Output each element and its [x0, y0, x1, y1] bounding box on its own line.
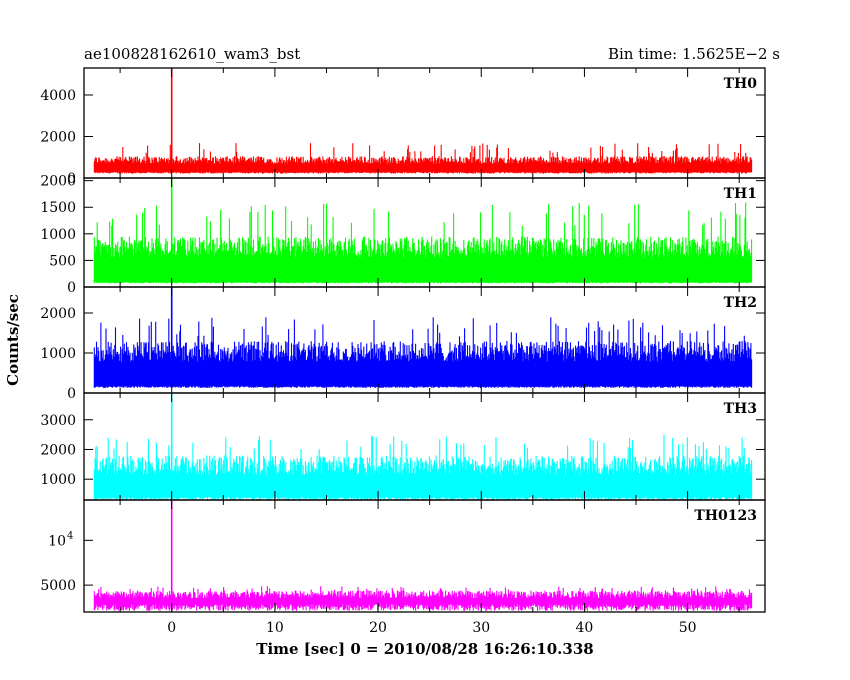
panel-th1: 0 500 1000 1500 2000 TH1	[40, 174, 766, 296]
x-tick-label: 10	[266, 620, 284, 636]
y-tick-label-exponent: 4	[67, 530, 73, 541]
y-tick-label: 1000	[40, 346, 76, 362]
y-tick-label: 0	[67, 280, 76, 296]
panel-stack: 020004000TH00500100015002000TH1010002000…	[40, 67, 766, 613]
chart-title-left: ae100828162610_wam3_bst	[84, 45, 300, 63]
y-tick-label: 2000	[40, 174, 76, 190]
y-tick-label: 0	[67, 171, 76, 187]
y-tick-label: 3000	[40, 413, 76, 429]
x-tick-label: 40	[576, 620, 594, 636]
x-tick-label: 50	[679, 620, 697, 636]
y-tick-label: 500	[49, 253, 76, 269]
y-tick-label: 10	[48, 533, 66, 549]
y-tick-label: 2000	[40, 442, 76, 458]
series-th0	[93, 143, 753, 174]
series-th0123	[93, 586, 753, 611]
panel-label: TH0	[724, 76, 758, 92]
panel-label: TH0123	[694, 508, 757, 524]
y-tick-label: 1500	[40, 200, 76, 216]
x-tick-labels: 0 10 20 30 40 50	[167, 620, 696, 636]
x-tick-label: 20	[369, 620, 387, 636]
series-th1	[93, 202, 753, 284]
panel-th0123: 5000 10 4 TH0123	[40, 499, 766, 613]
y-tick-label: 5000	[40, 578, 76, 594]
panel-th3: 1000 2000 3000 TH3	[40, 392, 766, 501]
chart-title-right: Bin time: 1.5625E−2 s	[608, 45, 780, 63]
panel-frame	[83, 499, 766, 613]
x-tick-label: 30	[472, 620, 490, 636]
y-tick-label: 1000	[40, 472, 76, 488]
panel-label: TH2	[724, 295, 757, 311]
series-th3	[93, 435, 753, 501]
panel-th2: 0 1000 2000 TH2	[40, 286, 766, 402]
panel-label: TH1	[724, 186, 757, 202]
y-tick-label: 0	[67, 386, 76, 402]
y-tick-label: 2000	[40, 129, 76, 145]
series-th2	[93, 317, 753, 388]
x-tick-label: 0	[167, 620, 176, 636]
y-tick-label: 4000	[40, 88, 76, 104]
panel-label: TH3	[724, 401, 757, 417]
y-tick-label: 1000	[40, 227, 76, 243]
x-axis-label: Time [sec] 0 = 2010/08/28 16:26:10.338	[256, 640, 593, 658]
y-tick-label: 2000	[40, 306, 76, 322]
y-axis-label: Counts/sec	[4, 294, 22, 386]
